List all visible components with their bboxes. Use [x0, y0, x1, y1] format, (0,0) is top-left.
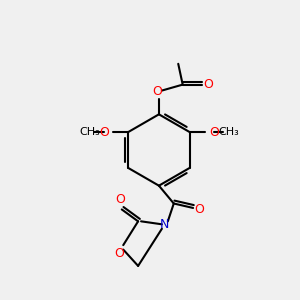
Text: O: O: [115, 194, 125, 206]
Text: O: O: [210, 126, 220, 139]
Text: N: N: [160, 218, 170, 231]
Text: CH₃: CH₃: [218, 127, 239, 137]
Text: O: O: [114, 247, 124, 260]
Text: CH₃: CH₃: [79, 127, 100, 137]
Text: O: O: [152, 85, 162, 98]
Text: O: O: [99, 126, 109, 139]
Text: O: O: [195, 203, 205, 216]
Text: O: O: [203, 78, 213, 91]
